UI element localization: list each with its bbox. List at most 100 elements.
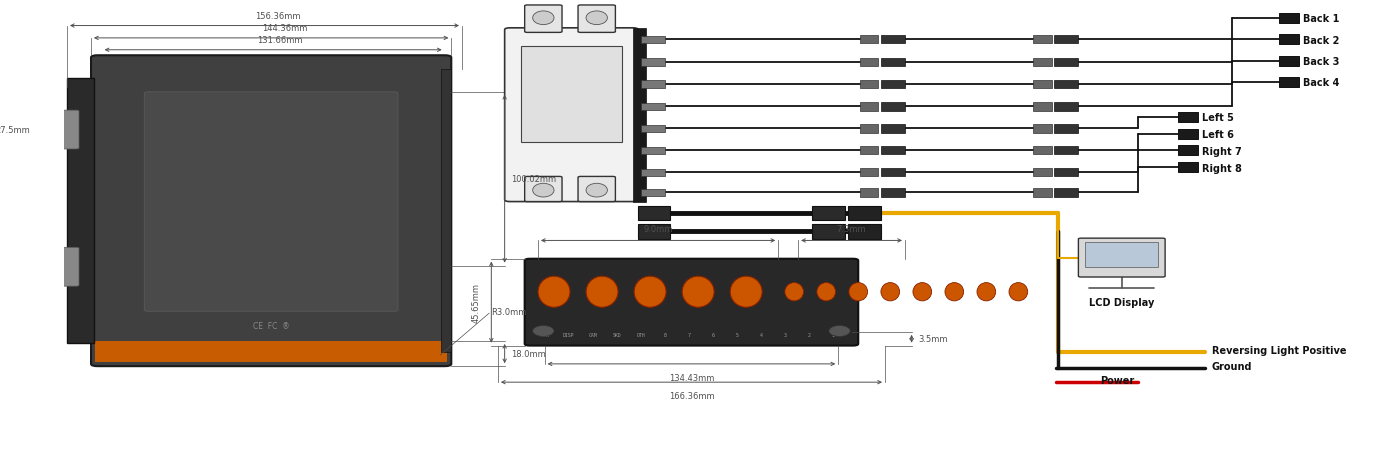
Text: 7: 7 <box>687 332 690 337</box>
Text: 5: 5 <box>735 332 738 337</box>
Text: PWR: PWR <box>540 332 549 337</box>
FancyBboxPatch shape <box>860 59 878 67</box>
Text: Left 6: Left 6 <box>1203 130 1235 140</box>
FancyBboxPatch shape <box>578 177 616 202</box>
FancyBboxPatch shape <box>638 224 671 239</box>
Ellipse shape <box>731 277 762 308</box>
Text: 3.5mm: 3.5mm <box>918 335 948 343</box>
FancyBboxPatch shape <box>525 6 561 34</box>
Text: 7.3mm: 7.3mm <box>837 225 867 234</box>
Ellipse shape <box>587 184 608 197</box>
FancyBboxPatch shape <box>525 259 858 346</box>
FancyBboxPatch shape <box>860 189 878 197</box>
Text: Back 2: Back 2 <box>1302 35 1338 45</box>
FancyBboxPatch shape <box>847 206 881 221</box>
Text: 134.43mm: 134.43mm <box>669 373 714 382</box>
FancyBboxPatch shape <box>1033 169 1051 177</box>
FancyBboxPatch shape <box>860 169 878 177</box>
FancyBboxPatch shape <box>812 206 844 221</box>
FancyBboxPatch shape <box>881 169 904 177</box>
FancyBboxPatch shape <box>633 29 645 202</box>
FancyBboxPatch shape <box>1179 163 1198 173</box>
Text: Right 8: Right 8 <box>1203 163 1242 173</box>
FancyBboxPatch shape <box>1278 35 1299 45</box>
Text: LCD Display: LCD Display <box>1089 297 1155 308</box>
FancyBboxPatch shape <box>95 341 447 362</box>
FancyBboxPatch shape <box>641 147 665 155</box>
FancyBboxPatch shape <box>641 81 665 89</box>
FancyBboxPatch shape <box>441 70 451 353</box>
Text: DISP: DISP <box>563 332 574 337</box>
FancyBboxPatch shape <box>1033 36 1051 44</box>
Text: 45.65mm: 45.65mm <box>472 283 480 323</box>
FancyBboxPatch shape <box>1054 81 1078 89</box>
FancyBboxPatch shape <box>67 79 94 343</box>
Text: Power: Power <box>1100 375 1134 385</box>
Ellipse shape <box>532 184 554 197</box>
FancyBboxPatch shape <box>641 104 665 111</box>
FancyBboxPatch shape <box>1179 113 1198 123</box>
Ellipse shape <box>816 283 836 301</box>
FancyBboxPatch shape <box>1054 189 1078 197</box>
FancyBboxPatch shape <box>1033 147 1051 155</box>
FancyBboxPatch shape <box>847 224 881 239</box>
FancyBboxPatch shape <box>1033 59 1051 67</box>
FancyBboxPatch shape <box>1054 59 1078 67</box>
Ellipse shape <box>945 283 963 301</box>
FancyBboxPatch shape <box>881 81 904 89</box>
Text: 2: 2 <box>808 332 811 337</box>
FancyBboxPatch shape <box>1054 125 1078 133</box>
Text: Right 7: Right 7 <box>1203 146 1242 157</box>
Ellipse shape <box>682 277 714 308</box>
Text: 27.5mm: 27.5mm <box>0 126 29 135</box>
FancyBboxPatch shape <box>1033 189 1051 197</box>
FancyBboxPatch shape <box>881 59 904 67</box>
Text: Back 1: Back 1 <box>1302 14 1338 24</box>
Ellipse shape <box>977 283 995 301</box>
FancyBboxPatch shape <box>641 125 665 133</box>
Ellipse shape <box>587 277 617 308</box>
FancyBboxPatch shape <box>1078 239 1165 277</box>
FancyBboxPatch shape <box>91 56 451 366</box>
Ellipse shape <box>913 283 931 301</box>
FancyBboxPatch shape <box>641 37 665 44</box>
FancyBboxPatch shape <box>860 81 878 89</box>
FancyBboxPatch shape <box>1033 125 1051 133</box>
FancyBboxPatch shape <box>860 36 878 44</box>
FancyBboxPatch shape <box>1179 146 1198 156</box>
Text: Reversing Light Positive: Reversing Light Positive <box>1212 346 1347 355</box>
Ellipse shape <box>532 12 554 26</box>
FancyBboxPatch shape <box>860 147 878 155</box>
Text: OTH: OTH <box>637 332 645 337</box>
Text: 1: 1 <box>832 332 834 337</box>
FancyBboxPatch shape <box>881 36 904 44</box>
FancyBboxPatch shape <box>641 169 665 177</box>
Text: 3: 3 <box>784 332 787 337</box>
FancyBboxPatch shape <box>521 47 622 143</box>
FancyBboxPatch shape <box>525 177 561 202</box>
Text: 9.0mm: 9.0mm <box>644 225 673 234</box>
Text: Left 5: Left 5 <box>1203 113 1235 123</box>
Ellipse shape <box>1009 283 1028 301</box>
FancyBboxPatch shape <box>1278 14 1299 24</box>
Ellipse shape <box>634 277 666 308</box>
FancyBboxPatch shape <box>641 190 665 196</box>
Text: 8: 8 <box>664 332 666 337</box>
FancyBboxPatch shape <box>62 111 78 150</box>
Text: Ground: Ground <box>1212 361 1253 371</box>
Ellipse shape <box>848 283 868 301</box>
Text: 6: 6 <box>711 332 714 337</box>
Ellipse shape <box>587 12 608 26</box>
FancyBboxPatch shape <box>638 206 671 221</box>
FancyBboxPatch shape <box>1054 36 1078 44</box>
FancyBboxPatch shape <box>578 6 616 34</box>
FancyBboxPatch shape <box>1054 169 1078 177</box>
Text: CAM: CAM <box>588 332 596 337</box>
Text: SKD: SKD <box>612 332 622 337</box>
FancyBboxPatch shape <box>641 59 665 67</box>
FancyBboxPatch shape <box>1033 103 1051 112</box>
FancyBboxPatch shape <box>1085 242 1158 267</box>
Text: 166.36mm: 166.36mm <box>669 392 714 400</box>
Text: CE  FC  ®: CE FC ® <box>253 321 290 330</box>
Text: Back 3: Back 3 <box>1302 57 1338 67</box>
